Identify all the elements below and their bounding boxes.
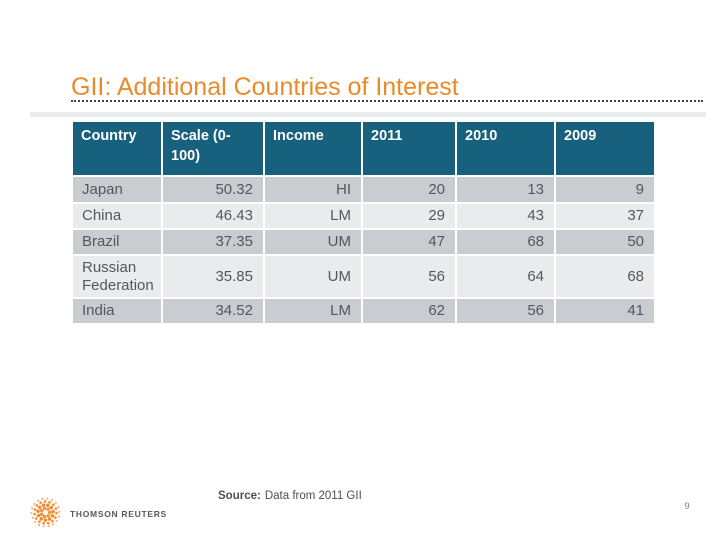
cell-2011: 47: [363, 230, 457, 254]
cell-income: UM: [265, 230, 363, 254]
table-header-row: Country Scale (0-100) Income 2011 2010 2…: [73, 122, 654, 175]
cell-scale: 34.52: [163, 299, 265, 323]
cell-income: LM: [265, 299, 363, 323]
cell-country: Russian Federation: [73, 256, 163, 297]
table-row: Russian Federation 35.85 UM 56 64 68: [73, 256, 654, 297]
title-divider: [71, 100, 703, 102]
cell-country: Japan: [73, 177, 163, 202]
cell-scale: 50.32: [163, 177, 265, 202]
cell-scale: 46.43: [163, 204, 265, 228]
cell-2010: 64: [457, 256, 556, 297]
cell-2009: 37: [556, 204, 654, 228]
cell-2011: 29: [363, 204, 457, 228]
cell-income: LM: [265, 204, 363, 228]
column-header-2011: 2011: [363, 122, 457, 175]
column-header-2009: 2009: [556, 122, 654, 175]
cell-scale: 37.35: [163, 230, 265, 254]
page-title: GII: Additional Countries of Interest: [71, 73, 459, 101]
table-row: Japan 50.32 HI 20 13 9: [73, 177, 654, 202]
column-header-scale: Scale (0-100): [163, 122, 265, 175]
table-row: India 34.52 LM 62 56 41: [73, 299, 654, 323]
cell-2009: 68: [556, 256, 654, 297]
table-row: Brazil 37.35 UM 47 68 50: [73, 230, 654, 254]
cell-2011: 56: [363, 256, 457, 297]
cell-scale: 35.85: [163, 256, 265, 297]
gii-table: Country Scale (0-100) Income 2011 2010 2…: [73, 120, 654, 325]
cell-2010: 68: [457, 230, 556, 254]
column-header-country: Country: [73, 122, 163, 175]
page-number: 9: [684, 501, 690, 512]
cell-2010: 56: [457, 299, 556, 323]
logo-sphere-icon: [29, 496, 62, 529]
column-header-income: Income: [265, 122, 363, 175]
cell-2009: 50: [556, 230, 654, 254]
table-row: China 46.43 LM 29 43 37: [73, 204, 654, 228]
cell-income: UM: [265, 256, 363, 297]
cell-2011: 62: [363, 299, 457, 323]
cell-2009: 9: [556, 177, 654, 202]
cell-country: India: [73, 299, 163, 323]
source-text: Data from 2011 GII: [264, 490, 362, 502]
source-note: Source: Data from 2011 GII: [218, 490, 362, 502]
cell-country: China: [73, 204, 163, 228]
cell-country: Brazil: [73, 230, 163, 254]
logo-wordmark: THOMSON REUTERS: [70, 509, 167, 519]
cell-income: HI: [265, 177, 363, 202]
header-accent-bar: [30, 112, 706, 117]
cell-2009: 41: [556, 299, 654, 323]
column-header-2010: 2010: [457, 122, 556, 175]
source-label: Source:: [218, 490, 261, 502]
cell-2011: 20: [363, 177, 457, 202]
cell-2010: 43: [457, 204, 556, 228]
cell-2010: 13: [457, 177, 556, 202]
